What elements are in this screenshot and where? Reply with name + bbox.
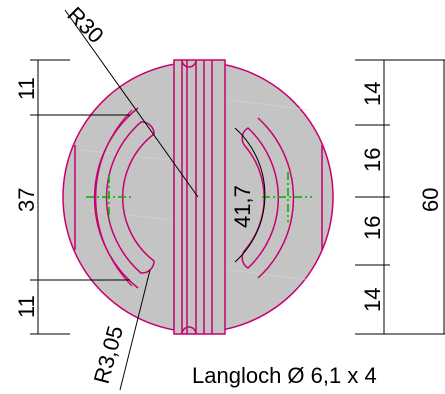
- r30-leader: [64, 9, 199, 198]
- label-left-top: 11: [14, 77, 39, 100]
- label-right-4: 14: [360, 288, 385, 312]
- label-angle: 41,7: [230, 185, 255, 228]
- r305-leader: [119, 269, 151, 391]
- right-dimensions: [355, 59, 445, 335]
- label-right-2: 16: [360, 148, 385, 172]
- label-left-bottom: 11: [14, 295, 39, 318]
- right-curved-slot: [241, 117, 295, 279]
- left-curved-slot: [93, 107, 155, 289]
- label-right-1: 14: [360, 82, 385, 106]
- slot-note: Langloch Ø 6,1 x 4: [192, 363, 377, 388]
- label-r30: R30: [62, 2, 108, 48]
- left-dimensions: [30, 59, 130, 335]
- label-r305: R3,05: [89, 323, 128, 386]
- label-left-mid: 37: [14, 188, 39, 212]
- center-marks: [86, 172, 312, 222]
- label-overall: 60: [418, 188, 443, 212]
- central-bar: [173, 59, 226, 335]
- label-right-3: 16: [360, 216, 385, 240]
- angle-arc: [234, 127, 266, 263]
